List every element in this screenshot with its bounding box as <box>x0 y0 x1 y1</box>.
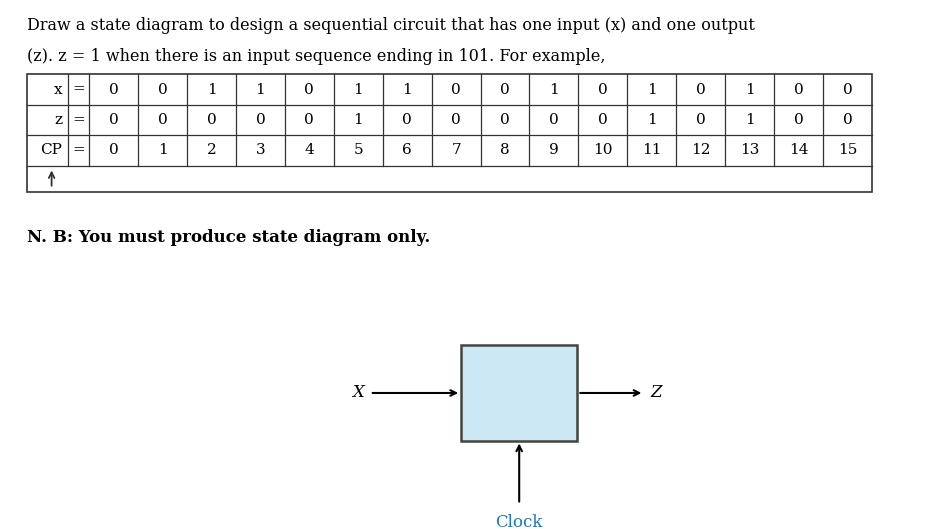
Text: 9: 9 <box>549 143 559 158</box>
Text: 1: 1 <box>647 83 656 96</box>
Text: z: z <box>54 113 62 127</box>
Text: =: = <box>73 83 85 96</box>
Text: 2: 2 <box>207 143 216 158</box>
Text: 1: 1 <box>354 113 363 127</box>
Text: 0: 0 <box>304 83 315 96</box>
Text: 0: 0 <box>256 113 265 127</box>
Text: 1: 1 <box>207 83 216 96</box>
Text: 1: 1 <box>157 143 168 158</box>
Text: 0: 0 <box>207 113 216 127</box>
Text: 11: 11 <box>642 143 662 158</box>
Text: 0: 0 <box>500 113 510 127</box>
Text: 0: 0 <box>549 113 559 127</box>
Text: 0: 0 <box>304 113 315 127</box>
Text: 3: 3 <box>256 143 265 158</box>
Text: 1: 1 <box>745 113 754 127</box>
Text: 13: 13 <box>740 143 760 158</box>
Bar <box>461 345 577 441</box>
Text: 0: 0 <box>695 83 706 96</box>
Text: Z: Z <box>650 385 662 402</box>
Text: =: = <box>73 143 85 158</box>
Text: 1: 1 <box>256 83 265 96</box>
Text: 0: 0 <box>500 83 510 96</box>
Text: 0: 0 <box>598 83 608 96</box>
Text: Draw a state diagram to design a sequential circuit that has one input (x) and o: Draw a state diagram to design a sequent… <box>27 17 755 34</box>
Bar <box>27 74 872 193</box>
Text: 7: 7 <box>452 143 461 158</box>
Text: 0: 0 <box>402 113 412 127</box>
Text: 1: 1 <box>549 83 559 96</box>
Text: X: X <box>352 385 364 402</box>
Text: 8: 8 <box>500 143 510 158</box>
Text: 0: 0 <box>452 83 461 96</box>
Text: 12: 12 <box>691 143 710 158</box>
Text: 4: 4 <box>304 143 315 158</box>
Text: 5: 5 <box>354 143 363 158</box>
Text: 14: 14 <box>789 143 808 158</box>
Text: 6: 6 <box>402 143 412 158</box>
Text: 0: 0 <box>843 113 852 127</box>
Text: x: x <box>53 83 62 96</box>
Text: 1: 1 <box>354 83 363 96</box>
Text: =: = <box>73 113 85 127</box>
Text: 0: 0 <box>843 83 852 96</box>
Text: 0: 0 <box>109 113 118 127</box>
Text: Clock: Clock <box>495 514 543 529</box>
Text: 0: 0 <box>157 113 168 127</box>
Text: 0: 0 <box>793 83 803 96</box>
Text: 0: 0 <box>598 113 608 127</box>
Text: 0: 0 <box>452 113 461 127</box>
Text: 1: 1 <box>402 83 412 96</box>
Text: 15: 15 <box>838 143 857 158</box>
Text: N. B: You must produce state diagram only.: N. B: You must produce state diagram onl… <box>27 229 430 245</box>
Text: 1: 1 <box>647 113 656 127</box>
Text: 0: 0 <box>157 83 168 96</box>
Text: CP: CP <box>40 143 62 158</box>
Text: 0: 0 <box>695 113 706 127</box>
Text: 0: 0 <box>793 113 803 127</box>
Text: (z). z = 1 when there is an input sequence ending in 101. For example,: (z). z = 1 when there is an input sequen… <box>27 48 606 65</box>
Text: 1: 1 <box>745 83 754 96</box>
Text: 0: 0 <box>109 143 118 158</box>
Text: 10: 10 <box>593 143 613 158</box>
Text: 0: 0 <box>109 83 118 96</box>
